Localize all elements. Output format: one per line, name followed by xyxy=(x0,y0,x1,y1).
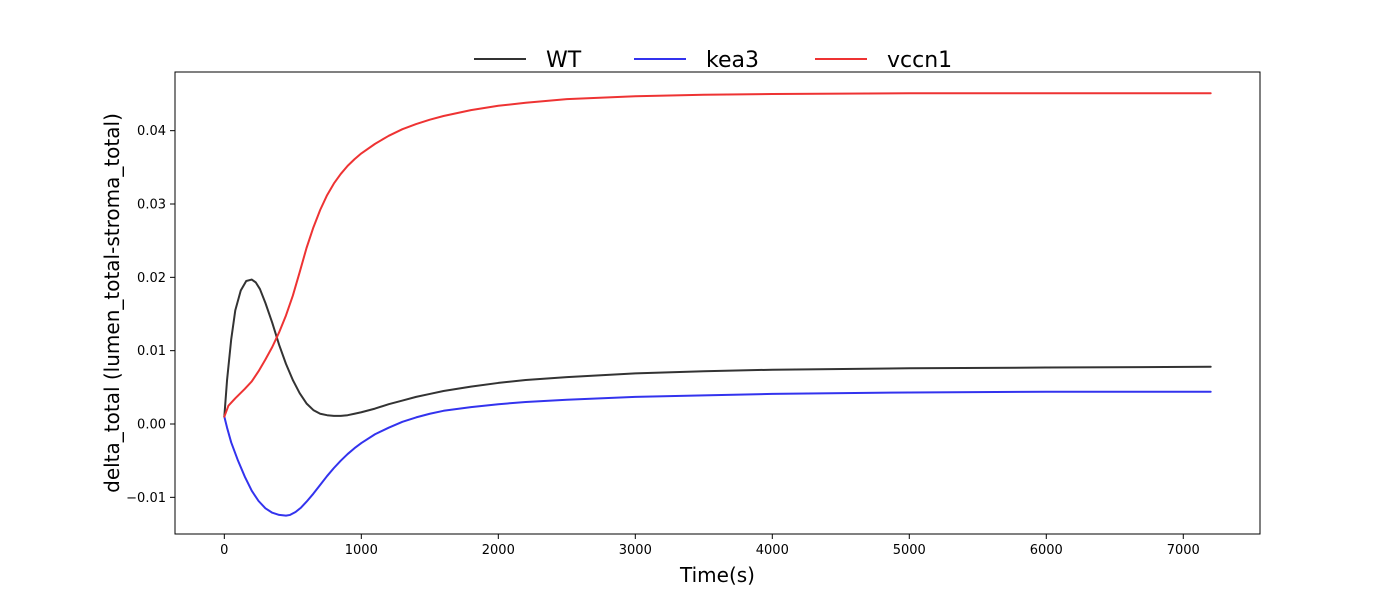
x-tick-label: 0 xyxy=(220,543,228,558)
series-lines xyxy=(223,92,1212,517)
legend-label-kea3: kea3 xyxy=(706,48,759,73)
plot-frame xyxy=(174,71,1261,535)
y-tick-label: 0.04 xyxy=(137,124,166,139)
series-line-WT xyxy=(223,278,1212,418)
x-tick-label: 6000 xyxy=(1030,543,1063,558)
x-tick-label: 3000 xyxy=(619,543,652,558)
series-line-vccn1 xyxy=(223,92,1212,418)
x-tick-label: 2000 xyxy=(482,543,515,558)
x-tick-label: 7000 xyxy=(1167,543,1200,558)
x-axis-label: Time(s) xyxy=(679,563,755,587)
x-tick-label: 5000 xyxy=(893,543,926,558)
y-tick-label: 0.00 xyxy=(137,418,166,433)
y-tick-label: 0.03 xyxy=(137,198,166,213)
legend-label-WT: WT xyxy=(546,48,582,73)
y-axis-ticks: −0.01 0.00 0.01 0.02 0.03 0.04 xyxy=(126,124,175,506)
series-line-kea3 xyxy=(223,390,1212,517)
y-tick-label: 0.01 xyxy=(137,344,166,359)
legend: WT kea3 vccn1 xyxy=(474,48,952,73)
x-axis-ticks: 0 1000 2000 3000 4000 5000 6000 7000 xyxy=(220,534,1200,558)
y-tick-label: 0.02 xyxy=(137,271,166,286)
y-tick-label: −0.01 xyxy=(126,491,166,506)
x-tick-label: 1000 xyxy=(345,543,378,558)
y-axis-label: delta_total (lumen_total-stroma_total) xyxy=(100,113,124,493)
legend-label-vccn1: vccn1 xyxy=(887,48,952,73)
x-tick-label: 4000 xyxy=(756,543,789,558)
